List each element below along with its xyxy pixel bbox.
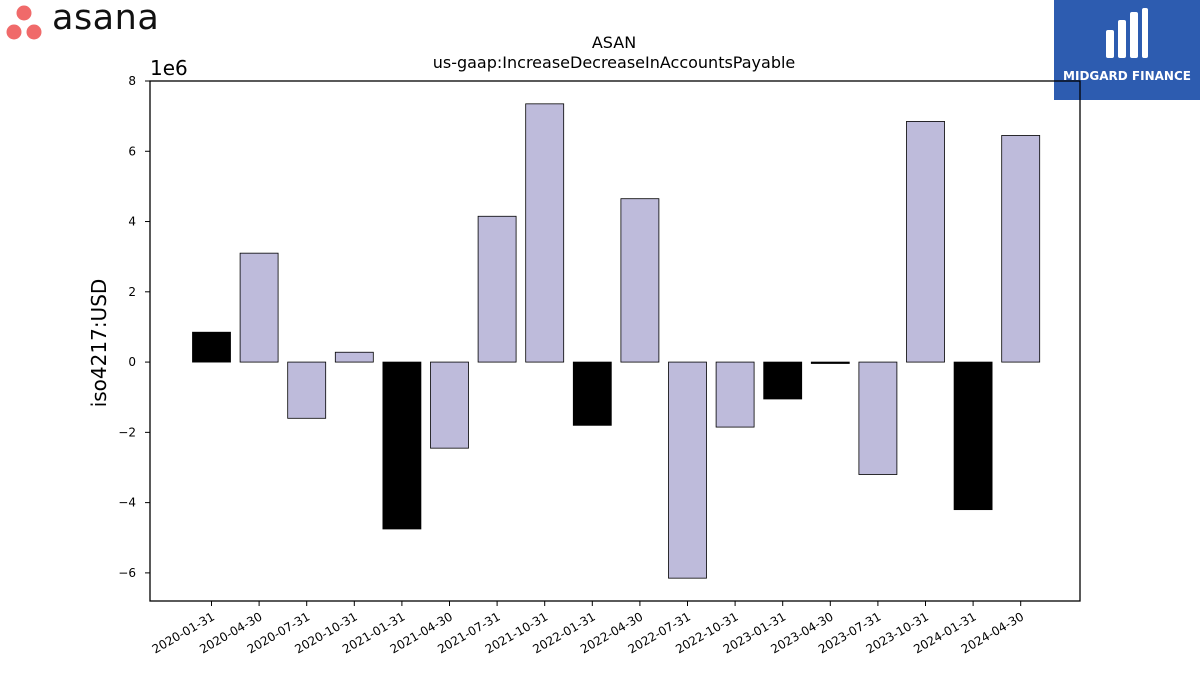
- y-tick-label: 6: [128, 144, 136, 158]
- bar-2021-07-31: [477, 215, 517, 363]
- bar-2023-10-31: [906, 121, 945, 363]
- x-axis-ticks: 2020-01-312020-04-302020-07-312020-10-31…: [150, 601, 1026, 656]
- y-tick-label: 2: [128, 285, 136, 299]
- y-tick-label: 4: [128, 215, 136, 229]
- bar-2021-10-31: [525, 103, 565, 363]
- bar-2020-07-31: [287, 361, 327, 419]
- asana-dots-icon: [6, 5, 42, 40]
- bar-2024-01-31: [953, 361, 993, 511]
- y-scale-label: 1e6: [150, 56, 188, 80]
- bar-2020-04-30: [239, 252, 279, 363]
- asana-wordmark: asana: [52, 0, 160, 38]
- y-axis-ticks: −6 −4 −2 0 2 4 6 8: [118, 74, 150, 580]
- bar-2023-07-31: [858, 361, 898, 475]
- bar-2022-01-31: [572, 361, 612, 426]
- chart-title: ASAN: [592, 33, 636, 52]
- y-tick-label: 8: [128, 74, 136, 88]
- bar-2022-07-31: [668, 361, 707, 579]
- y-tick-label: 0: [128, 355, 136, 369]
- y-tick-label: −6: [118, 566, 136, 580]
- midgard-emblem-icon: [1106, 8, 1148, 58]
- chart-subtitle: us-gaap:IncreaseDecreaseInAccountsPayabl…: [433, 53, 796, 72]
- y-axis-label: iso4217:USD: [87, 279, 111, 408]
- bar-2024-04-30: [1001, 135, 1041, 363]
- bar-2020-01-31: [192, 331, 231, 363]
- bar-2020-10-31: [334, 351, 374, 363]
- midgard-wordmark: MIDGARD FINANCE: [1063, 69, 1191, 83]
- y-tick-label: −4: [118, 496, 136, 510]
- bar-2023-04-30: [810, 361, 850, 364]
- bar-2022-04-30: [620, 198, 660, 363]
- plot-frame: [149, 80, 1081, 602]
- bar-2021-04-30: [430, 361, 469, 449]
- bar-2023-01-31: [763, 361, 803, 400]
- asana-logo: asana: [4, 0, 194, 44]
- midgard-finance-logo: MIDGARD FINANCE: [1054, 0, 1200, 100]
- y-tick-label: −2: [118, 425, 136, 439]
- bar-2021-01-31: [382, 361, 422, 530]
- bars-group: [192, 103, 1041, 579]
- bar-2022-10-31: [715, 361, 755, 428]
